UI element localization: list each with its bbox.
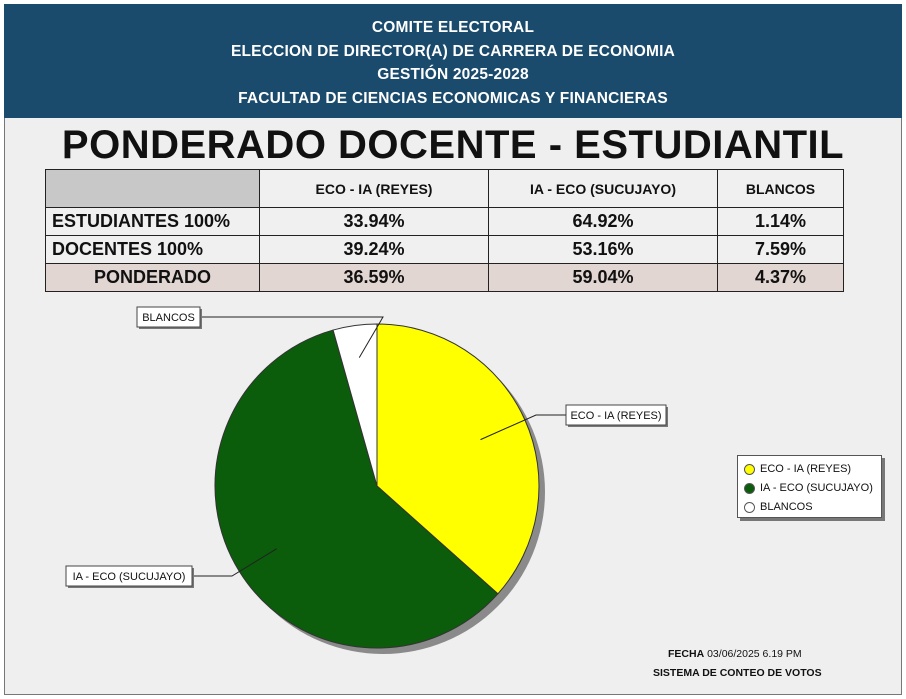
table-cell: 4.37% [717, 263, 844, 292]
header-faculty: FACULTAD DE CIENCIAS ECONOMICAS Y FINANC… [238, 89, 668, 107]
legend-label: ECO - IA (REYES) [760, 463, 852, 475]
callout-box-reyes [565, 404, 667, 426]
legend-label: BLANCOS [760, 501, 813, 513]
legend-swatch-reyes [744, 464, 755, 475]
results-table: ECO - IA (REYES) IA - ECO (SUCUJAYO) BLA… [45, 169, 844, 292]
row-label: DOCENTES 100% [45, 235, 260, 264]
column-header-blancos: BLANCOS [717, 169, 844, 208]
date-value: 03/06/2025 6.19 PM [707, 648, 802, 660]
legend-item-sucujayo: IA - ECO (SUCUJAYO) [744, 479, 881, 498]
row-label: ESTUDIANTES 100% [45, 207, 260, 236]
chart-legend: ECO - IA (REYES) IA - ECO (SUCUJAYO) BLA… [737, 455, 882, 518]
legend-swatch-blancos [744, 502, 755, 513]
report-header: COMITE ELECTORAL ELECCION DE DIRECTOR(A)… [4, 4, 902, 118]
table-cell: 64.92% [488, 207, 718, 236]
callout-line-sucujayo [192, 548, 277, 577]
callout-box-blancos [136, 306, 201, 328]
date-label: FECHA [668, 648, 705, 660]
table-cell: 1.14% [717, 207, 844, 236]
legend-item-blancos: BLANCOS [744, 498, 881, 517]
table-row-weighted: PONDERADO 36.59% 59.04% 4.37% [45, 263, 844, 292]
table-cell: 7.59% [717, 235, 844, 264]
header-election: ELECCION DE DIRECTOR(A) DE CARRERA DE EC… [230, 42, 676, 60]
column-header-sucujayo: IA - ECO (SUCUJAYO) [488, 169, 718, 208]
header-term: GESTIÓN 2025-2028 [377, 66, 529, 83]
callout-line-blancos [200, 316, 384, 358]
callout-label-blancos: BLANCOS [142, 312, 195, 324]
legend-item-reyes: ECO - IA (REYES) [744, 460, 881, 479]
table-corner-cell [45, 169, 260, 208]
table-cell: 36.59% [259, 263, 489, 292]
legend-swatch-sucujayo [744, 483, 755, 494]
legend-label: IA - ECO (SUCUJAYO) [760, 482, 873, 494]
system-name: SISTEMA DE CONTEO DE VOTOS [653, 667, 822, 679]
table-header-row: ECO - IA (REYES) IA - ECO (SUCUJAYO) BLA… [45, 169, 844, 208]
callout-label-reyes: ECO - IA (REYES) [570, 410, 661, 422]
pie-slice-blancos [332, 323, 378, 487]
table-cell: 53.16% [488, 235, 718, 264]
table-row-students: ESTUDIANTES 100% 33.94% 64.92% 1.14% [45, 207, 844, 236]
callout-line-reyes [480, 414, 566, 441]
header-committee: COMITE ELECTORAL [371, 19, 535, 36]
callout-box-sucujayo [65, 565, 193, 587]
row-label: PONDERADO [45, 263, 260, 292]
table-cell: 39.24% [259, 235, 489, 264]
report-date: FECHA 03/06/2025 6.19 PM [668, 648, 802, 660]
column-header-reyes: ECO - IA (REYES) [259, 169, 489, 208]
callout-label-sucujayo: IA - ECO (SUCUJAYO) [73, 571, 186, 583]
table-cell: 59.04% [488, 263, 718, 292]
table-row-teachers: DOCENTES 100% 39.24% 53.16% 7.59% [45, 235, 844, 264]
page-title: PONDERADO DOCENTE - ESTUDIANTIL [61, 123, 845, 167]
